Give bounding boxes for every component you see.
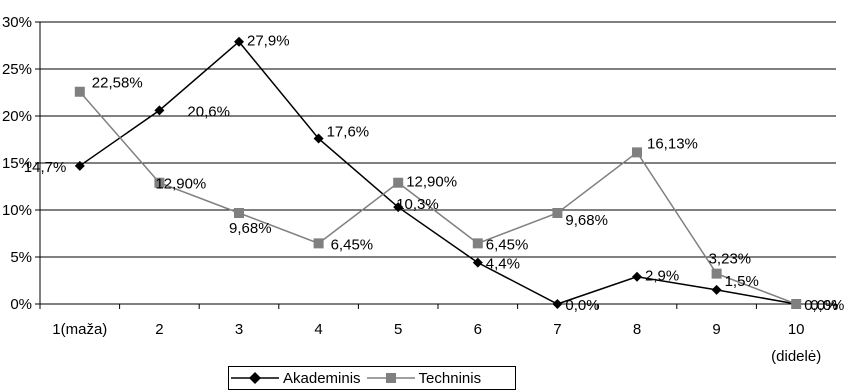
data-label-akademinis: 0,0% bbox=[565, 297, 599, 314]
data-labels: 14,7% 20,6% 27,9% 17,6% 10,3% 4,4% 0,0% 2,9% 1,5… bbox=[24, 33, 845, 314]
data-label-techninis: 3,23% bbox=[709, 251, 752, 268]
x-tick-label: 1(maža) bbox=[52, 321, 107, 338]
data-label-akademinis: 2,9% bbox=[645, 268, 679, 285]
x-tick-label: 10 bbox=[788, 321, 805, 338]
y-tick-label: 15% bbox=[2, 155, 32, 172]
y-tick-label: 25% bbox=[2, 61, 32, 78]
y-tick-label: 5% bbox=[10, 249, 32, 266]
data-label-akademinis: 10,3% bbox=[396, 196, 439, 213]
point-akademinis bbox=[234, 36, 244, 47]
data-label-techninis: 12,90% bbox=[155, 176, 206, 193]
point-akademinis bbox=[313, 133, 324, 144]
y-tick-label: 20% bbox=[2, 108, 32, 125]
series-line-akademinis bbox=[79, 40, 797, 305]
series-line-techninis bbox=[79, 91, 797, 305]
point-akademinis bbox=[472, 257, 483, 268]
data-label-techninis: 22,58% bbox=[92, 75, 143, 92]
point-akademinis bbox=[393, 202, 404, 213]
legend-label-techninis: Techninis bbox=[418, 369, 482, 387]
point-techninis bbox=[791, 299, 802, 309]
point-techninis bbox=[313, 238, 324, 249]
y-tick-label: 30% bbox=[2, 14, 32, 31]
legend: Akademinis Techninis bbox=[228, 366, 516, 390]
point-techninis bbox=[234, 208, 244, 219]
x-tick-label: 6 bbox=[474, 321, 482, 338]
x-tick-label: 5 bbox=[394, 321, 402, 338]
point-akademinis bbox=[711, 284, 722, 295]
point-akademinis bbox=[154, 105, 165, 116]
x-tick-sublabel: (didelė) bbox=[771, 348, 821, 365]
point-techninis bbox=[552, 208, 563, 219]
y-tick-label: 10% bbox=[2, 202, 32, 219]
gridlines bbox=[40, 21, 836, 258]
point-akademinis bbox=[632, 271, 642, 282]
point-techninis bbox=[393, 177, 404, 188]
data-label-akademinis: 1,5% bbox=[725, 273, 759, 290]
data-label-akademinis: 27,9% bbox=[247, 33, 290, 50]
legend-label-akademinis: Akademinis bbox=[283, 369, 361, 387]
data-label-techninis: 16,13% bbox=[647, 135, 698, 152]
x-tick-label: 9 bbox=[712, 321, 720, 338]
data-label-akademinis: 17,6% bbox=[327, 124, 370, 141]
data-label-techninis: 9,68% bbox=[565, 212, 608, 229]
x-tick-label: 2 bbox=[155, 321, 163, 338]
data-label-techninis: 6,45% bbox=[486, 236, 529, 253]
axes: 0% 5% 10% 15% 20% 25% 30% 1(maža) 2 3 4 5 6 7 8 9 10 (did… bbox=[2, 14, 837, 365]
y-tick-label: 0% bbox=[10, 296, 32, 313]
point-techninis bbox=[632, 147, 642, 158]
x-tick-label: 4 bbox=[314, 321, 322, 338]
legend-item-akademinis: Akademinis bbox=[231, 370, 361, 387]
data-label-akademinis: 14,7% bbox=[24, 159, 67, 176]
point-techninis bbox=[74, 86, 85, 97]
x-tick-label: 3 bbox=[235, 321, 243, 338]
data-label-techninis: 6,45% bbox=[331, 236, 374, 253]
data-label-akademinis: 0,0% bbox=[804, 297, 838, 314]
point-akademinis bbox=[552, 299, 563, 309]
x-tick-label: 8 bbox=[633, 321, 641, 338]
point-techninis bbox=[472, 238, 483, 249]
legend-item-techninis: Techninis bbox=[366, 369, 482, 387]
x-tick-label: 7 bbox=[553, 321, 561, 338]
legend-swatch-techninis bbox=[366, 373, 415, 383]
point-techninis bbox=[154, 177, 165, 188]
legend-swatch-akademinis bbox=[231, 372, 279, 384]
data-label-akademinis: 4,4% bbox=[486, 256, 520, 273]
data-label-techninis: 12,90% bbox=[406, 174, 457, 191]
point-akademinis bbox=[74, 160, 85, 171]
data-label-techninis: 9,68% bbox=[229, 220, 272, 237]
point-techninis bbox=[711, 268, 722, 279]
data-label-techninis: 0,0% bbox=[810, 297, 844, 314]
series-layer bbox=[74, 36, 802, 309]
data-label-akademinis: 20,6% bbox=[187, 103, 230, 120]
